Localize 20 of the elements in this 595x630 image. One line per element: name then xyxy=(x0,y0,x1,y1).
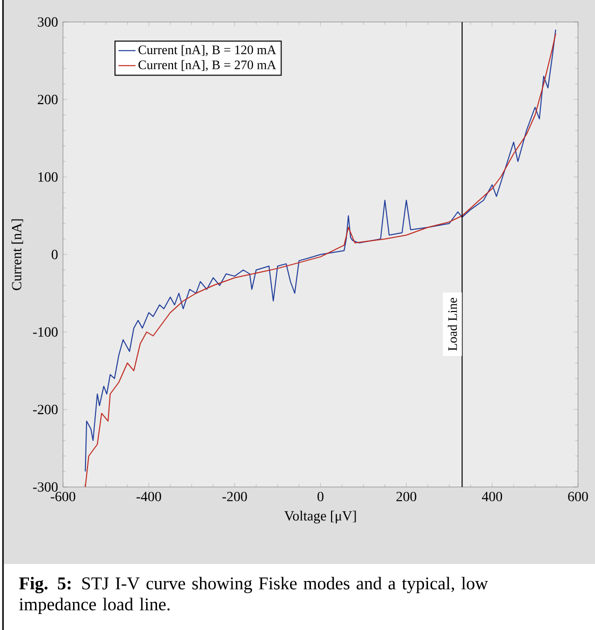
x-tick-label: 0 xyxy=(318,492,324,502)
x-tick-label: -600 xyxy=(50,492,76,502)
y-tick-label: 0 xyxy=(52,250,58,260)
y-tick-label: 300 xyxy=(38,17,58,27)
x-tick-label: 200 xyxy=(396,492,416,502)
y-axis-title: Current [nA] xyxy=(12,219,24,290)
y-tick-label: -100 xyxy=(33,327,58,337)
y-tick-label: 100 xyxy=(38,172,58,182)
y-tick-label: 200 xyxy=(38,94,58,104)
x-tick-label: -200 xyxy=(222,492,247,502)
x-tick-label: 400 xyxy=(482,492,502,502)
x-tick-label: -400 xyxy=(136,492,162,502)
legend-label: Current [nA], B = 270 mA xyxy=(138,60,276,72)
y-tick-label: -300 xyxy=(33,482,58,492)
legend-label: Current [nA], B = 120 mA xyxy=(138,45,276,56)
x-tick-label: 600 xyxy=(568,492,588,502)
x-axis-title: Voltage [μV] xyxy=(284,510,356,524)
text: Fig. 5: STJ I-V curve showing Fiske modes and a typical, low impedance load line. xyxy=(19,576,488,614)
y-tick-label: -200 xyxy=(33,404,58,414)
ref-line-label: Load Line xyxy=(448,298,457,351)
